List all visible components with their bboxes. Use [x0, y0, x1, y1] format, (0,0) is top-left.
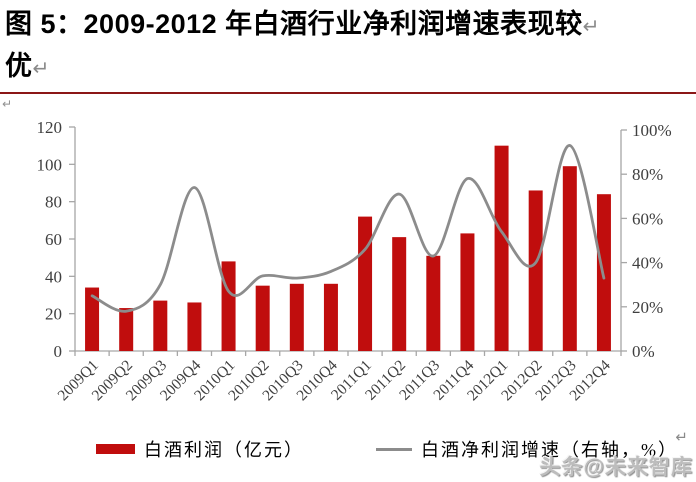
figure-title-text2: 优	[5, 51, 33, 81]
figure-title-text: 2009-2012 年白酒行业净利润增速表现较	[83, 9, 583, 39]
paragraph-mark-icon: ↵	[32, 56, 50, 80]
left-axis-tick-label: 120	[37, 118, 63, 137]
bar-2012Q1	[494, 145, 509, 351]
bar-2011Q1	[358, 216, 373, 351]
right-axis-tick-label: 80%	[632, 165, 663, 184]
bar-2009Q2	[119, 308, 134, 351]
bar-2010Q3	[289, 283, 304, 351]
bar-2011Q3	[426, 255, 441, 351]
legend-item-line-series: 白酒净利润增速（右轴，%）	[376, 436, 678, 462]
title-divider-rule	[0, 92, 696, 94]
chart-legend: 白酒利润（亿元） 白酒净利润增速（右轴，%）	[96, 436, 678, 462]
line-series-label: 白酒净利润增速（右轴，%）	[421, 440, 678, 460]
bar-2010Q1	[221, 261, 236, 351]
figure-label: 图 5：	[5, 9, 84, 39]
left-axis-tick-label: 100	[37, 155, 63, 174]
net-profit-growth-chart: 0204060801001200%20%40%60%80%100%2009Q12…	[37, 118, 672, 404]
bar-2009Q4	[187, 302, 202, 351]
bar-2010Q4	[323, 283, 338, 351]
bar-series-swatch-icon	[96, 444, 135, 454]
legend-item-bar-series: 白酒利润（亿元）	[96, 436, 304, 462]
left-axis-tick-label: 60	[45, 230, 62, 249]
bar-2011Q4	[460, 233, 475, 351]
bar-series-label: 白酒利润（亿元）	[144, 440, 304, 460]
paragraph-mark-icon: ↵	[675, 428, 688, 446]
right-axis-tick-label: 0%	[632, 342, 655, 361]
bar-2009Q1	[85, 287, 100, 351]
bar-2009Q3	[153, 300, 168, 351]
bar-2010Q2	[255, 285, 270, 351]
bar-2012Q2	[528, 190, 543, 351]
figure-title-line2: 优↵	[5, 46, 693, 88]
left-axis-tick-label: 0	[54, 342, 63, 361]
right-axis-tick-label: 40%	[632, 254, 663, 273]
figure-title-line1: 图 5：2009-2012 年白酒行业净利润增速表现较↵	[5, 4, 693, 46]
figure-title: 图 5：2009-2012 年白酒行业净利润增速表现较↵ 优↵	[5, 4, 693, 88]
line-break-mark-icon: ↵	[582, 14, 601, 38]
left-axis-tick-label: 20	[45, 305, 62, 324]
left-axis-tick-label: 40	[45, 267, 62, 286]
bar-2011Q2	[392, 237, 407, 351]
line-series-swatch-icon	[376, 447, 412, 451]
right-axis-tick-label: 100%	[632, 121, 672, 140]
left-axis-tick-label: 80	[45, 193, 62, 212]
right-axis-tick-label: 60%	[632, 209, 663, 228]
paragraph-mark-icon: ↵	[2, 97, 13, 111]
right-axis-tick-label: 20%	[632, 298, 663, 317]
watermark-text: 头条@未来智库	[539, 456, 693, 479]
bar-2012Q3	[562, 166, 577, 351]
growth-rate-line	[90, 144, 606, 313]
